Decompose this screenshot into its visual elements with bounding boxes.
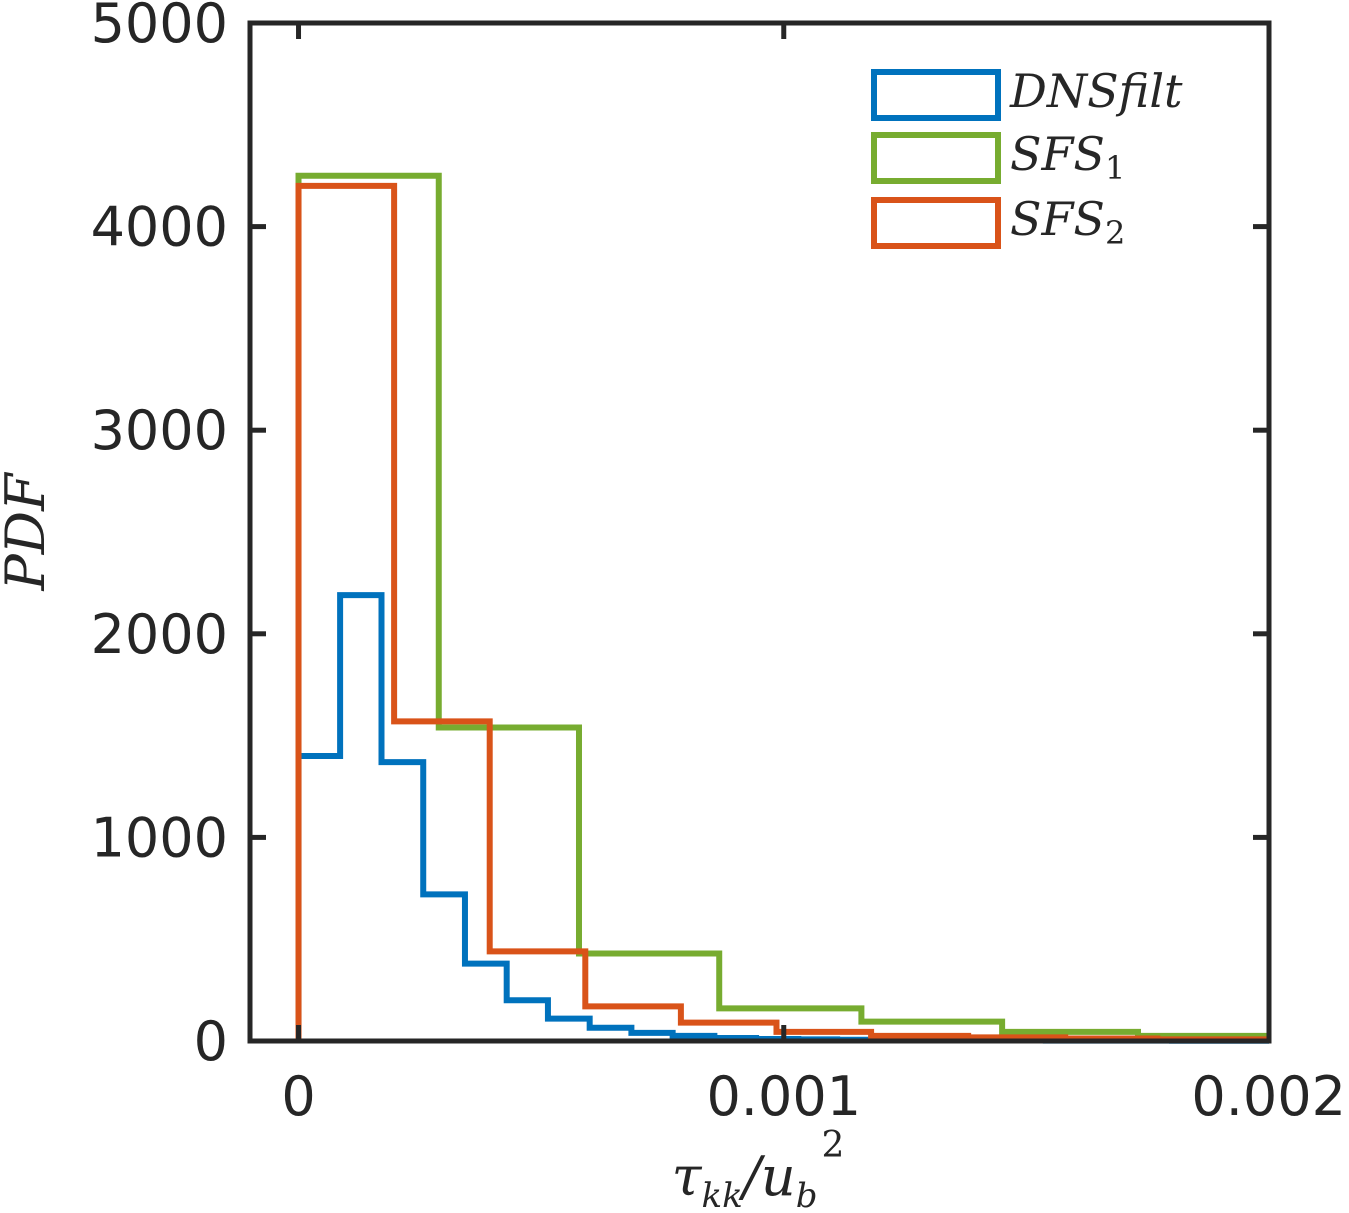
legend-label-dnsfilt: DNSfilt	[1009, 64, 1183, 118]
axis-ticks: 0 1000 2000 3000 4000 5000 0 0.001 0.002	[91, 0, 1346, 1128]
legend: DNSfilt SFS1 SFS2	[871, 64, 1183, 252]
legend-swatch-dnsfilt	[871, 69, 1001, 121]
histogram-series-sfs2	[295, 182, 1269, 1043]
histogram-bin-sfs2-3	[585, 1006, 681, 1041]
y-tick-label-3: 3000	[91, 399, 228, 462]
legend-label-sfs1: SFS1	[1010, 127, 1125, 187]
histogram-series-sfs1	[295, 172, 1269, 1041]
y-tick-label-2: 2000	[91, 603, 228, 666]
histogram-bin-sfs2-2	[490, 951, 586, 1041]
y-axis-label: PDF	[0, 471, 57, 592]
plot-area	[295, 172, 1269, 1044]
x-tick-label-2: 0.002	[1191, 1065, 1346, 1128]
x-axis-label: τkk/ub2	[672, 1125, 845, 1213]
histogram-bin-sfs2-0	[299, 186, 395, 1041]
legend-label-sfs2: SFS2	[1010, 192, 1125, 252]
histogram-bin-sfs2-4	[681, 1023, 777, 1041]
histogram-bin-sfs2-1	[394, 721, 490, 1041]
x-tick-label-0: 0	[281, 1065, 315, 1128]
axes-box	[247, 20, 1272, 1044]
x-tick-label-1: 0.001	[706, 1065, 861, 1128]
y-tick-label-1: 1000	[91, 806, 228, 869]
legend-swatch-sfs2	[871, 197, 1001, 249]
legend-swatch-sfs1	[871, 132, 1001, 184]
y-tick-label-4: 4000	[91, 196, 228, 259]
y-tick-label-5: 5000	[91, 0, 228, 55]
y-tick-label-0: 0	[194, 1010, 228, 1073]
